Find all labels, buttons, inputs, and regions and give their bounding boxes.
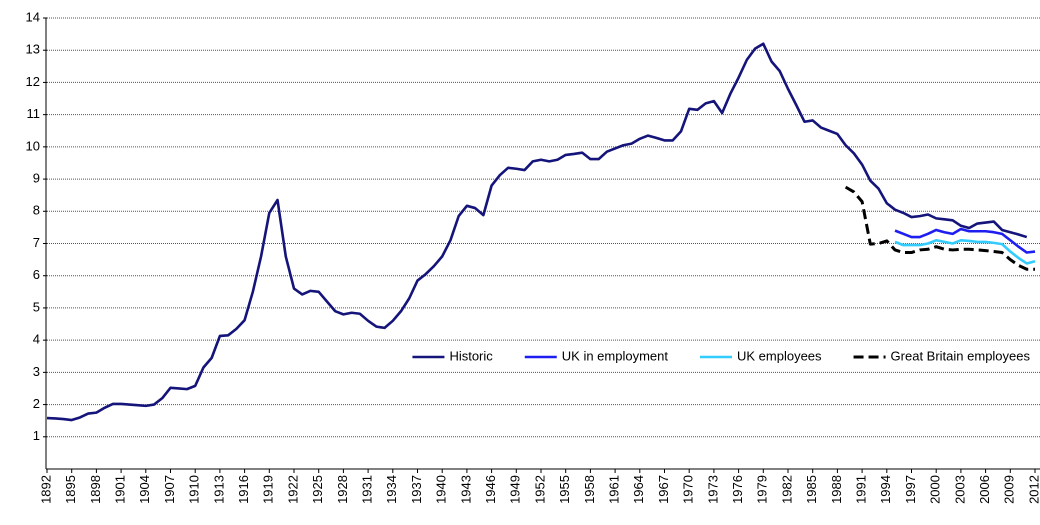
x-tick-label: 1970 [681, 475, 696, 504]
legend-label: Historic [449, 348, 493, 363]
series-line [46, 42, 1028, 422]
x-tick-label: 1892 [38, 475, 53, 504]
legend-label: Great Britain employees [891, 348, 1031, 363]
x-tick-label: 1955 [557, 475, 572, 504]
x-tick-label: 1946 [483, 475, 498, 504]
x-tick-label: 1925 [310, 475, 325, 504]
x-tick-label: 1895 [63, 475, 78, 504]
x-tick-label: 1994 [878, 475, 893, 504]
y-tick-label: 14 [26, 9, 40, 24]
x-tick-label: 1913 [211, 475, 226, 504]
x-tick-label: 1949 [508, 475, 523, 504]
series-line [894, 238, 1036, 265]
y-tick-label: 8 [33, 203, 40, 218]
x-tick-label: 2009 [1002, 475, 1017, 504]
x-tick-label: 1952 [532, 475, 547, 504]
y-tick-label: 2 [33, 396, 40, 411]
x-tick-label: 1931 [360, 475, 375, 504]
y-tick-label: 9 [33, 171, 40, 186]
y-tick-label: 13 [26, 42, 40, 57]
x-tick-label: 1991 [854, 475, 869, 504]
x-tick-label: 1958 [582, 475, 597, 504]
x-tick-label: 1934 [384, 475, 399, 504]
x-tick-label: 1898 [88, 475, 103, 504]
x-tick-label: 1943 [458, 475, 473, 504]
x-tick-label: 1964 [631, 475, 646, 504]
legend-label: UK employees [737, 348, 822, 363]
x-tick-label: 2000 [928, 475, 943, 504]
x-tick-label: 2006 [977, 475, 992, 504]
x-tick-label: 1973 [705, 475, 720, 504]
legend-label: UK in employment [562, 348, 669, 363]
y-tick-label: 12 [26, 74, 40, 89]
y-tick-label: 11 [27, 106, 41, 121]
x-tick-label: 1985 [804, 475, 819, 504]
y-tick-label: 4 [33, 332, 40, 347]
x-tick-label: 2012 [1026, 475, 1040, 504]
y-tick-label: 1 [33, 428, 40, 443]
x-tick-label: 1916 [236, 475, 251, 504]
y-tick-label: 6 [33, 267, 40, 282]
x-tick-label: 1904 [137, 475, 152, 504]
series-line [844, 185, 1035, 271]
x-tick-label: 1940 [434, 475, 449, 504]
x-tick-label: 2003 [952, 475, 967, 504]
y-tick-label: 5 [33, 299, 40, 314]
x-tick-label: 1988 [829, 475, 844, 504]
x-tick-label: 1901 [113, 475, 128, 504]
x-tick-label: 1997 [903, 475, 918, 504]
x-tick-label: 1961 [607, 475, 622, 504]
y-tick-label: 3 [33, 364, 40, 379]
legend: Historic UK in employment UK employees Grea… [412, 348, 1030, 363]
y-tick-label: 10 [26, 138, 40, 153]
x-tick-label: 1922 [285, 475, 300, 504]
y-tick-label: 7 [33, 235, 40, 250]
x-tick-label: 1928 [335, 475, 350, 504]
x-tick-label: 1976 [730, 475, 745, 504]
x-tick-label: 1967 [656, 475, 671, 504]
series-line [894, 227, 1036, 254]
x-tick-label: 1907 [162, 475, 177, 504]
x-tick-label: 1910 [187, 475, 202, 504]
x-tick-label: 1919 [261, 475, 276, 504]
x-tick-label: 1937 [409, 475, 424, 504]
x-tick-label: 1982 [779, 475, 794, 504]
x-tick-label: 1979 [755, 475, 770, 504]
